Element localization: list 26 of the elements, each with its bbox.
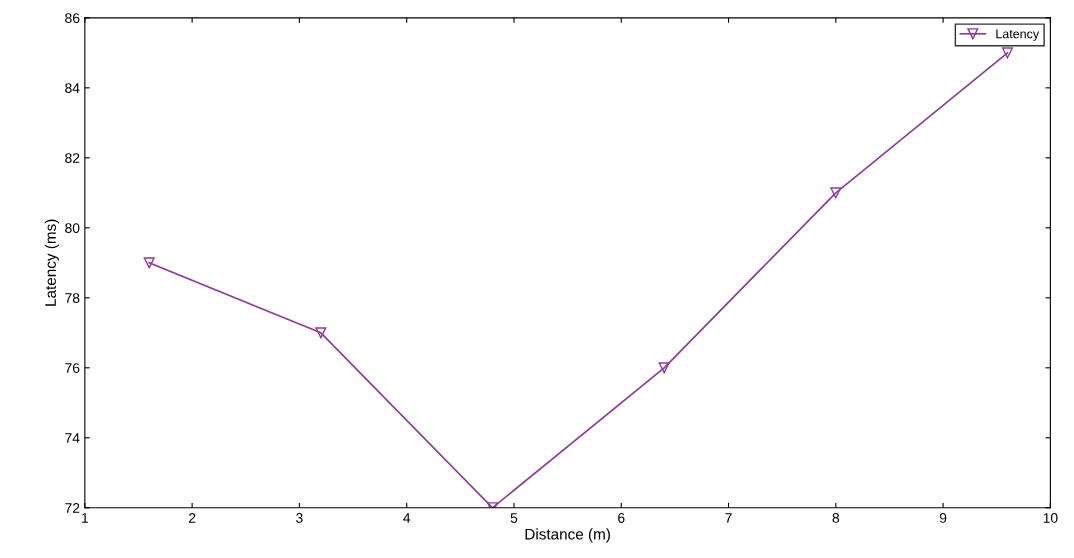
x-tick-label: 9 — [939, 513, 947, 523]
y-tick-label: 86 — [65, 13, 80, 24]
y-tick-label: 80 — [65, 223, 80, 233]
y-tick-label: 76 — [65, 363, 80, 373]
x-tick-label: 8 — [832, 513, 840, 523]
y-tick-label: 84 — [65, 83, 80, 94]
point — [1001, 47, 1014, 59]
x-tick-label: 2 — [188, 513, 196, 523]
x-tick-label: 4 — [403, 513, 411, 523]
point — [143, 257, 155, 269]
x-axis-title: Distance (m) — [525, 528, 610, 543]
y-tick-label: 82 — [65, 153, 80, 163]
point — [315, 327, 327, 339]
point — [658, 362, 670, 374]
x-tick-label: 6 — [618, 513, 625, 523]
legend-label: Latency — [996, 29, 1040, 41]
y-axis-title: Latency (ms) — [44, 219, 59, 306]
y-tick-label: 78 — [65, 293, 80, 303]
x-tick-label: 7 — [725, 513, 732, 523]
x-tick-label: 1 — [82, 513, 89, 523]
x-tick-label: 3 — [296, 513, 303, 523]
x-tick-label: 5 — [510, 513, 518, 523]
point — [830, 187, 842, 199]
y-tick-label: 74 — [65, 433, 80, 443]
y-tick-label: 72 — [65, 503, 80, 513]
x-tick-label: 10 — [1043, 513, 1058, 523]
